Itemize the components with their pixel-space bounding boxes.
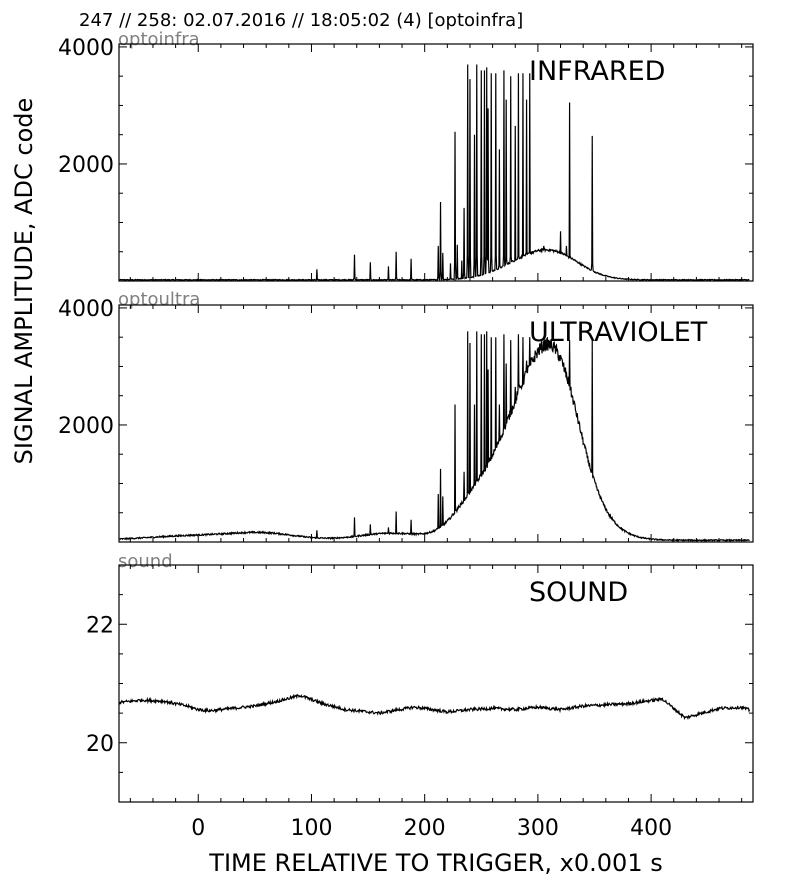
sound-series-line	[118, 693, 751, 721]
y-tick-label: 4000	[58, 36, 114, 61]
x-tick-label: 0	[191, 816, 205, 841]
panel-ultraviolet-title: ULTRAVIOLET	[529, 317, 708, 348]
x-tick-label: 400	[630, 816, 672, 841]
infrared-series-line	[118, 64, 750, 282]
infrared-y-ticks: 2000 4000	[58, 36, 753, 282]
panel-infrared-title: INFRARED	[529, 56, 665, 87]
y-axis-label: SIGNAL AMPLITUDE, ADC code	[10, 98, 38, 465]
y-tick-label: 22	[86, 613, 114, 638]
ultraviolet-y-ticks: 2000 4000	[58, 297, 753, 543]
infrared-x-ticks	[129, 44, 743, 281]
y-tick-label: 2000	[58, 414, 114, 439]
sound-plot-frame	[118, 564, 754, 803]
figure-header: 247 // 258: 02.07.2016 // 18:05:02 (4) […	[79, 10, 523, 31]
panel-sound-title: SOUND	[529, 577, 628, 608]
panel-infrared: optoinfra INFRARED 2000 4000	[58, 29, 754, 282]
x-tick-label: 100	[290, 816, 332, 841]
infrared-plot-frame	[118, 43, 754, 282]
ultraviolet-plot-frame	[118, 304, 754, 543]
x-tick-label: 300	[517, 816, 559, 841]
sound-x-ticks: 0 100 200 300 400	[129, 565, 743, 841]
x-axis-label: TIME RELATIVE TO TRIGGER, x0.001 s	[208, 849, 662, 877]
panel-sound-tag: sound	[118, 551, 173, 572]
x-tick-label: 200	[404, 816, 446, 841]
y-tick-label: 20	[86, 732, 114, 757]
ultraviolet-series-line	[118, 331, 750, 543]
y-tick-label: 4000	[58, 297, 114, 322]
panel-infrared-tag: optoinfra	[118, 29, 200, 50]
y-tick-label: 2000	[58, 153, 114, 178]
ultraviolet-x-ticks	[129, 305, 743, 542]
